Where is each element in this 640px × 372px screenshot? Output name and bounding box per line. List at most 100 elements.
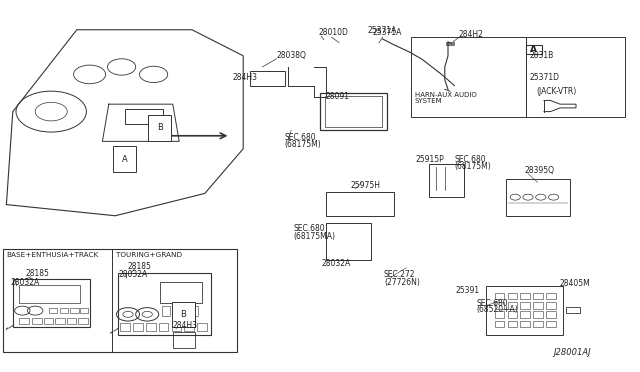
Text: (68175M): (68175M) — [285, 140, 321, 149]
Text: SYSTEM: SYSTEM — [415, 99, 442, 105]
Bar — [486, 286, 563, 335]
Bar — [546, 302, 556, 309]
Bar — [325, 96, 382, 127]
Text: A: A — [122, 155, 127, 164]
Text: 28185: 28185 — [26, 269, 49, 278]
Text: 2831B: 2831B — [529, 51, 554, 60]
Text: (JACK-VTR): (JACK-VTR) — [536, 87, 577, 96]
Bar — [19, 285, 80, 303]
Bar — [533, 293, 543, 299]
Bar — [326, 223, 371, 260]
Bar — [446, 42, 454, 45]
Bar — [320, 93, 387, 130]
Text: SEC.680: SEC.680 — [285, 132, 316, 141]
Bar — [172, 323, 181, 331]
Text: 284H3: 284H3 — [232, 73, 257, 81]
Bar — [159, 323, 168, 331]
Bar — [495, 293, 504, 299]
Bar — [506, 179, 570, 216]
Bar — [546, 311, 556, 318]
Bar — [3, 249, 237, 352]
Bar — [533, 311, 543, 318]
Text: B: B — [157, 123, 163, 132]
Text: HARN-AUX AUDIO: HARN-AUX AUDIO — [415, 92, 476, 98]
Bar — [125, 109, 163, 124]
Bar — [520, 311, 530, 318]
Text: 25975H: 25975H — [351, 181, 381, 190]
Text: 28032A: 28032A — [10, 278, 40, 286]
Bar — [120, 323, 130, 331]
Bar — [495, 321, 504, 327]
Bar — [411, 37, 526, 117]
Text: 25371A: 25371A — [368, 26, 397, 35]
Bar — [533, 302, 543, 309]
Text: (68175M): (68175M) — [454, 161, 491, 170]
Bar — [60, 308, 68, 313]
Bar — [429, 164, 464, 197]
Text: 28010D: 28010D — [319, 28, 349, 37]
Bar — [78, 318, 88, 324]
Text: (68520+A): (68520+A) — [477, 305, 518, 314]
Bar — [49, 308, 57, 313]
Bar — [55, 318, 65, 324]
Bar — [70, 308, 79, 313]
Bar — [162, 306, 170, 316]
Bar — [508, 321, 517, 327]
Text: (68175MA): (68175MA) — [293, 232, 335, 241]
Bar — [44, 318, 53, 324]
Text: A: A — [530, 45, 537, 54]
Bar — [32, 318, 42, 324]
Bar — [508, 302, 517, 309]
Bar — [146, 323, 156, 331]
Text: 284H3: 284H3 — [173, 321, 198, 330]
Bar — [520, 302, 530, 309]
Bar — [495, 311, 504, 318]
Text: (27726N): (27726N) — [384, 278, 420, 286]
Bar — [197, 323, 207, 331]
Bar — [520, 321, 530, 327]
Bar — [181, 306, 189, 316]
Bar — [19, 318, 29, 324]
Text: 284H2: 284H2 — [458, 30, 483, 39]
Bar — [526, 37, 625, 117]
Bar — [546, 321, 556, 327]
Bar — [495, 302, 504, 309]
Text: 25915P: 25915P — [416, 155, 445, 164]
Text: 28032A: 28032A — [321, 259, 351, 268]
Bar — [533, 321, 543, 327]
Bar — [184, 323, 194, 331]
Text: SEC.680: SEC.680 — [477, 299, 508, 308]
Text: BASE+ENTHUSIA+TRACK: BASE+ENTHUSIA+TRACK — [6, 252, 99, 258]
Text: 28038Q: 28038Q — [276, 51, 307, 60]
Bar — [13, 279, 90, 327]
Bar — [133, 323, 143, 331]
Bar — [526, 45, 542, 54]
Bar — [172, 306, 179, 316]
Text: 25371A: 25371A — [372, 28, 402, 37]
Text: TOURING+GRAND: TOURING+GRAND — [116, 252, 182, 258]
Bar — [508, 311, 517, 318]
Text: 28032A: 28032A — [118, 270, 148, 279]
Bar — [191, 306, 198, 316]
Text: 25391: 25391 — [456, 286, 480, 295]
Text: SEC.272: SEC.272 — [384, 270, 415, 279]
Bar — [173, 332, 195, 348]
Bar — [566, 307, 580, 313]
Text: SEC.680: SEC.680 — [293, 224, 324, 233]
Text: 28091: 28091 — [325, 92, 349, 100]
Bar — [508, 293, 517, 299]
Text: SEC.680: SEC.680 — [454, 155, 486, 164]
Bar — [160, 282, 202, 303]
Bar — [326, 192, 394, 216]
Text: J28001AJ: J28001AJ — [554, 348, 591, 357]
Text: 25371D: 25371D — [529, 73, 559, 82]
Bar — [118, 273, 211, 335]
Text: B: B — [180, 310, 186, 319]
Bar — [546, 293, 556, 299]
Bar — [80, 308, 88, 313]
Text: 28185: 28185 — [128, 262, 152, 270]
Text: 28395Q: 28395Q — [525, 166, 555, 175]
Bar — [250, 71, 285, 86]
Bar — [67, 318, 76, 324]
Bar — [520, 293, 530, 299]
